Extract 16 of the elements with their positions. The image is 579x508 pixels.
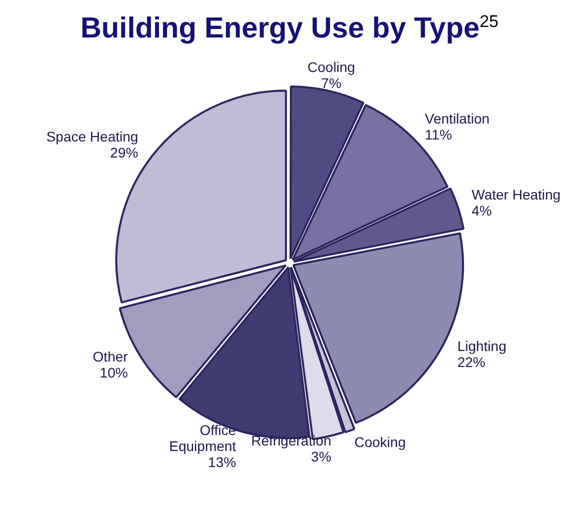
slice-label: Ventilation: [424, 110, 490, 126]
data-label: 29%: [110, 144, 138, 160]
data-label: 3%: [311, 448, 332, 465]
slice-label: Other: [92, 348, 128, 364]
slice-label: Cooling: [308, 58, 356, 75]
data-label: 13%: [208, 454, 236, 470]
slice-label: Cooking: [354, 434, 406, 450]
data-label: 22%: [457, 354, 486, 370]
slice-label: Space Heating: [46, 128, 138, 144]
data-label: 11%: [424, 126, 452, 142]
chart-title: Building Energy Use by Type$^{25}$: [79, 11, 500, 47]
slice-label: Lighting: [457, 338, 506, 354]
data-label: 4%: [472, 202, 492, 219]
slice-label: Water Heating: [472, 186, 561, 203]
data-label: 7%: [321, 74, 342, 91]
data-label: 10%: [100, 364, 128, 380]
